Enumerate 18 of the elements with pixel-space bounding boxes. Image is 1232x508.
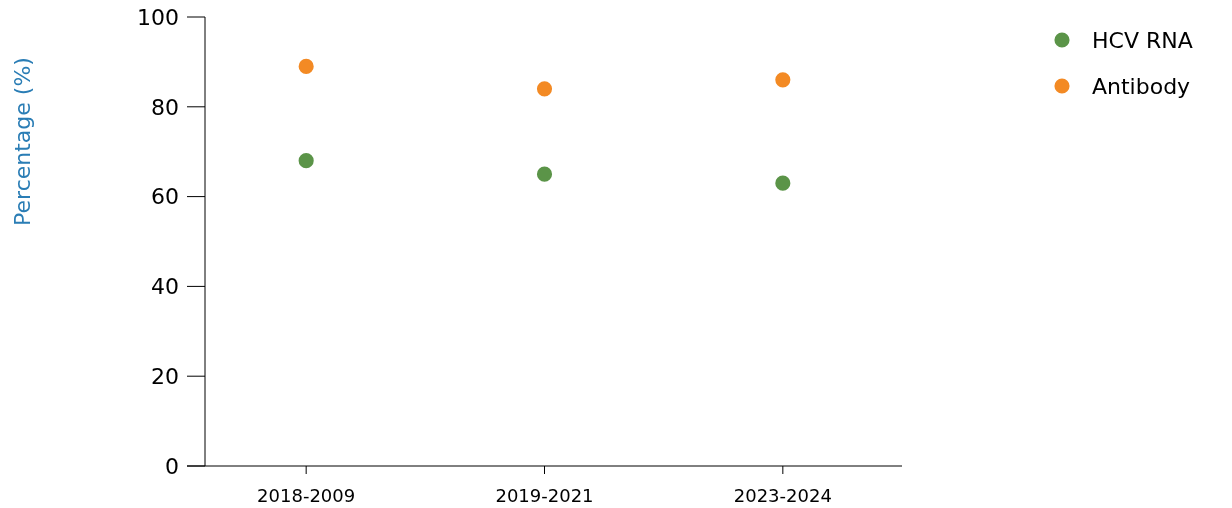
y-tick-label: 20 <box>151 363 179 389</box>
x-tick-label: 2023-2024 <box>733 485 832 506</box>
legend-label: Antibody <box>1092 73 1191 99</box>
point <box>298 58 314 74</box>
point <box>775 175 791 191</box>
y-tick-label: 60 <box>151 184 179 210</box>
y-axis-title: Percentage (%) <box>10 57 35 226</box>
point <box>775 72 791 88</box>
y-tick-label: 0 <box>165 453 179 479</box>
point <box>298 153 314 169</box>
point <box>536 81 553 97</box>
y-tick-label: 80 <box>151 94 179 120</box>
x-tick-label: 2018-2009 <box>257 485 356 506</box>
legend-label: HCV RNA <box>1092 27 1193 53</box>
y-tick-label: 40 <box>151 274 179 300</box>
y-tick-label: 100 <box>137 4 179 30</box>
point <box>536 166 553 182</box>
x-tick-label: 2019-2021 <box>495 485 594 506</box>
